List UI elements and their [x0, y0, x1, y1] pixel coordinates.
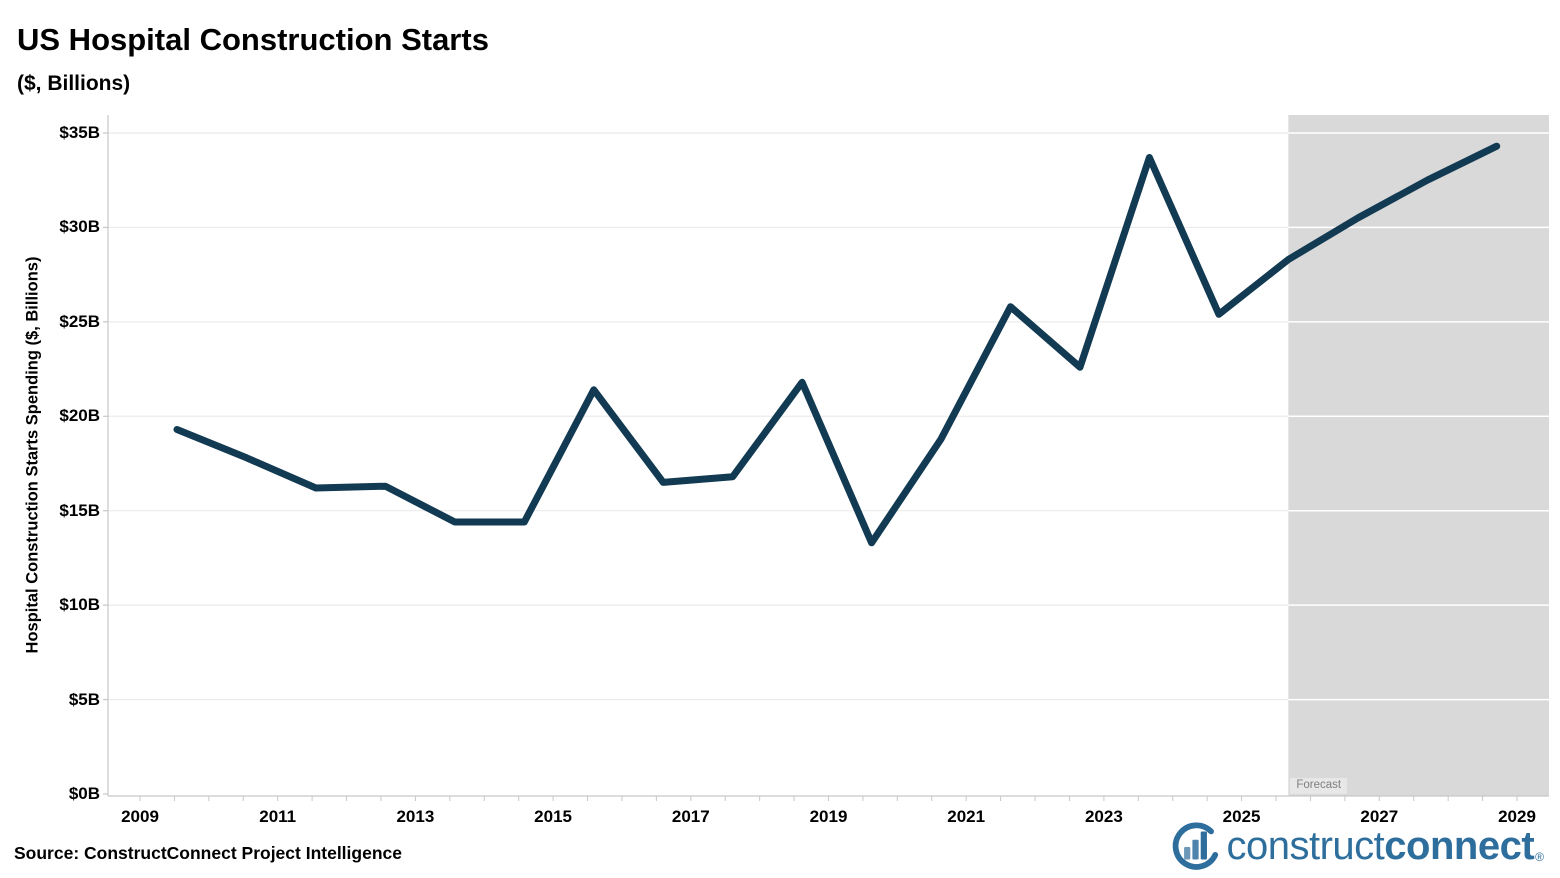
forecast-label: Forecast: [1290, 778, 1348, 794]
y-tick-label: $10B: [59, 595, 100, 615]
x-tick-label: 2019: [809, 807, 848, 826]
forecast-region: [1288, 115, 1549, 796]
y-tick-label: $25B: [59, 311, 100, 331]
chart-title: US Hospital Construction Starts: [17, 22, 489, 57]
chart-subtitle: ($, Billions): [17, 72, 131, 95]
y-tick-label: $35B: [59, 122, 100, 142]
y-tick-label: $30B: [59, 217, 100, 237]
x-tick-label: 2011: [259, 807, 297, 826]
x-tick-label: 2017: [671, 807, 710, 826]
y-tick-label: $0B: [68, 784, 100, 803]
logo: construct connect ®: [1169, 820, 1544, 872]
y-tick-label: $15B: [59, 500, 100, 520]
logo-text-construct: construct: [1226, 824, 1385, 868]
source-note: Source: ConstructConnect Project Intelli…: [14, 843, 402, 863]
x-tick-label: 2021: [947, 807, 986, 826]
y-tick-label: $20B: [59, 406, 100, 426]
x-tick-label: 2023: [1084, 807, 1123, 826]
registered-mark-icon: ®: [1535, 850, 1544, 864]
trend-line: [173, 142, 1501, 547]
x-tick-label: 2015: [534, 807, 572, 826]
x-tick-label: 2027: [1360, 807, 1399, 826]
x-tick-label: 2009: [121, 807, 159, 826]
logo-icon: [1172, 822, 1218, 870]
x-tick-label: 2013: [396, 807, 435, 826]
x-tick-label: 2029: [1498, 807, 1536, 826]
y-tick-label: $5B: [68, 689, 100, 709]
x-tick-label: 2025: [1222, 807, 1261, 826]
logo-text-connect: connect: [1384, 824, 1535, 868]
